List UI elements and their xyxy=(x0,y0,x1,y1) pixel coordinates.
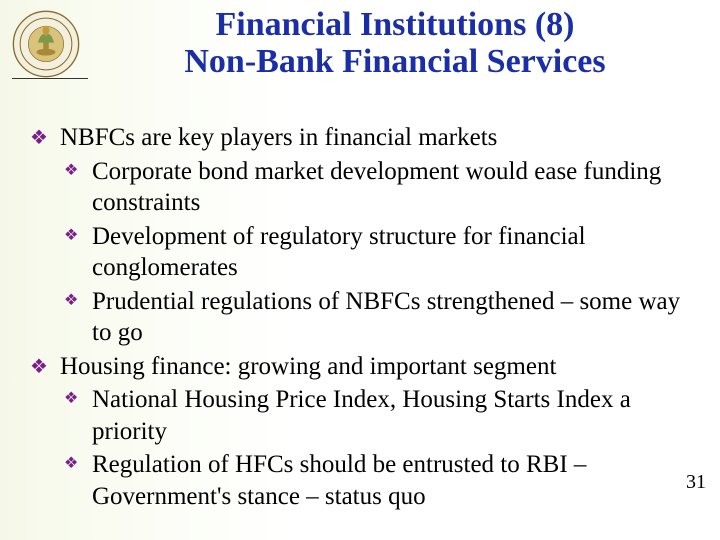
title-line-2: Non-Bank Financial Services xyxy=(184,43,605,80)
bullet-level2: ❖ Regulation of HFCs should be entrusted… xyxy=(30,449,692,512)
bullet-text: Development of regulatory structure for … xyxy=(92,223,586,282)
bullet-level2: ❖ National Housing Price Index, Housing … xyxy=(30,384,692,447)
slide-body: ❖ NBFCs are key players in financial mar… xyxy=(30,122,692,514)
diamond-bullet-icon: ❖ xyxy=(64,291,78,311)
bullet-text: NBFCs are key players in financial marke… xyxy=(60,124,497,151)
rbi-logo xyxy=(12,10,80,78)
bullet-level1: ❖ Housing finance: growing and important… xyxy=(30,351,692,383)
diamond-bullet-icon: ❖ xyxy=(64,454,78,474)
diamond-bullet-icon: ❖ xyxy=(30,355,48,380)
header-rule xyxy=(12,78,88,79)
diamond-bullet-icon: ❖ xyxy=(64,161,78,181)
diamond-bullet-icon: ❖ xyxy=(30,126,48,151)
bullet-text: National Housing Price Index, Housing St… xyxy=(92,386,631,445)
bullet-text: Housing finance: growing and important s… xyxy=(60,353,556,380)
bullet-level1: ❖ NBFCs are key players in financial mar… xyxy=(30,122,692,154)
bullet-level2: ❖ Development of regulatory structure fo… xyxy=(30,221,692,284)
bullet-level2: ❖ Corporate bond market development woul… xyxy=(30,156,692,219)
bullet-text: Regulation of HFCs should be entrusted t… xyxy=(92,451,586,510)
diamond-bullet-icon: ❖ xyxy=(64,389,78,409)
bullet-text: Corporate bond market development would … xyxy=(92,158,661,217)
title-line-1: Financial Institutions (8) xyxy=(216,6,575,43)
diamond-bullet-icon: ❖ xyxy=(64,226,78,246)
bullet-text: Prudential regulations of NBFCs strength… xyxy=(92,288,680,347)
page-number: 31 xyxy=(686,471,706,494)
slide-title: Financial Institutions (8) Non-Bank Fina… xyxy=(90,6,700,81)
bullet-level2: ❖ Prudential regulations of NBFCs streng… xyxy=(30,286,692,349)
